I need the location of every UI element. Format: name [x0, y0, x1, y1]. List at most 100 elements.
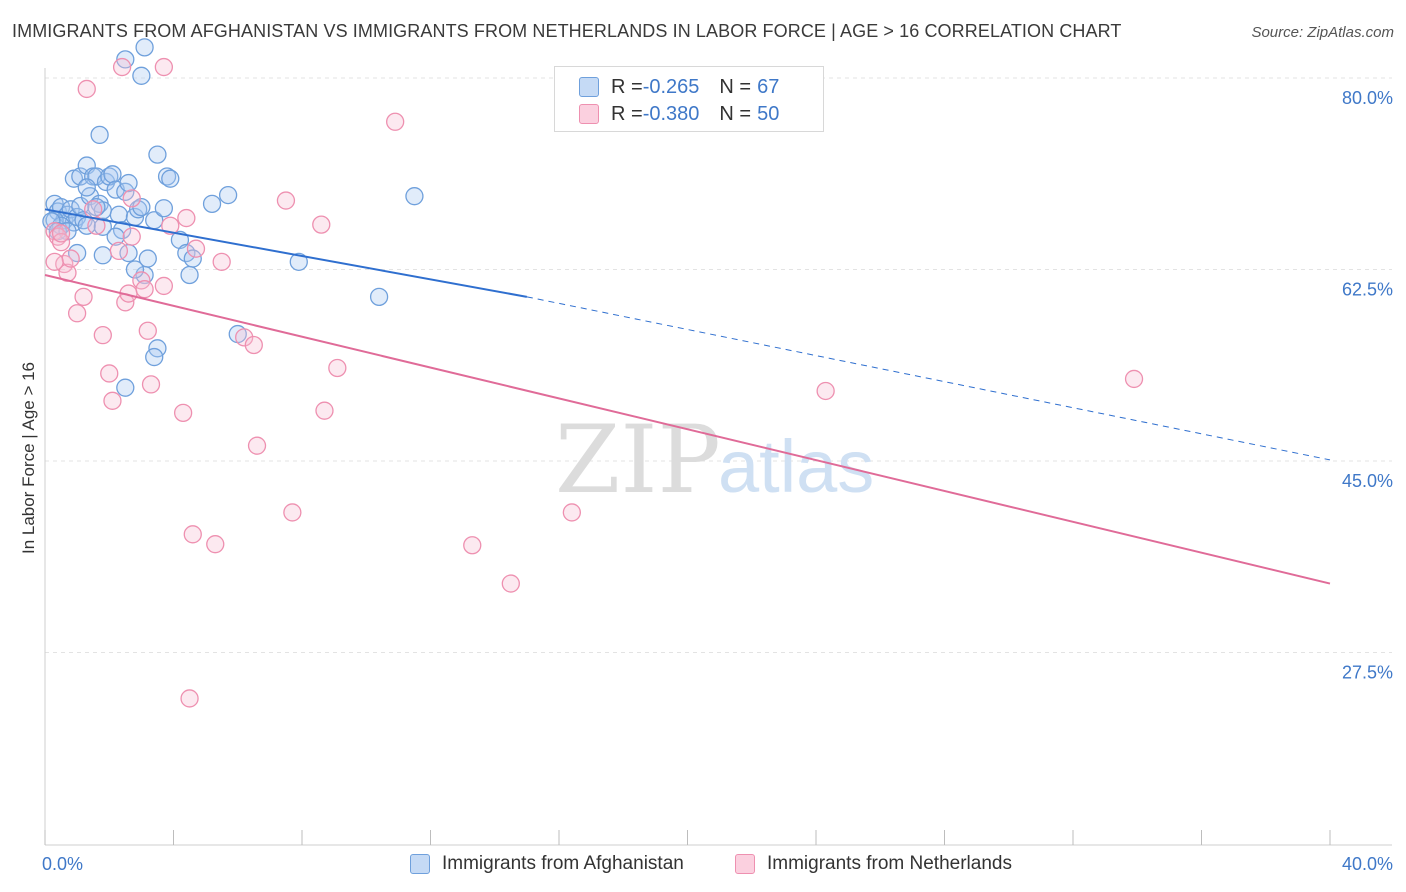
axes	[44, 68, 1392, 846]
y-tick-label: 62.5%	[1342, 280, 1393, 300]
netherlands-point	[103, 391, 122, 410]
afghanistan-trendline-extension	[526, 296, 1331, 461]
afghanistan-point	[148, 145, 167, 164]
afghanistan-point	[132, 66, 151, 85]
afghanistan-point	[112, 220, 132, 240]
afghanistan-point	[145, 347, 164, 367]
r-value: -0.265	[642, 75, 700, 98]
x-tick-label: 40.0%	[1342, 854, 1393, 874]
netherlands-point	[177, 208, 196, 228]
netherlands-swatch	[735, 854, 755, 874]
series-netherlands-points	[45, 57, 1144, 708]
afghanistan-point	[93, 217, 112, 236]
afghanistan-point	[87, 197, 106, 217]
netherlands-point	[328, 358, 347, 378]
y-tick-label: 27.5%	[1342, 663, 1393, 683]
n-value: 67	[757, 75, 780, 98]
afghanistan-point	[180, 265, 199, 285]
afghanistan-point	[369, 287, 389, 307]
afghanistan-point	[289, 252, 308, 271]
netherlands-swatch	[579, 104, 599, 124]
r-label: R =	[611, 75, 643, 98]
netherlands-point	[183, 525, 202, 544]
n-value: 50	[757, 102, 780, 125]
netherlands-point	[501, 574, 520, 593]
watermark: ZIP atlas	[555, 406, 874, 515]
netherlands-point	[186, 239, 206, 258]
afghanistan-point	[106, 227, 125, 246]
r-label: R =	[611, 102, 643, 125]
afghanistan-swatch	[579, 77, 599, 97]
afghanistan-point	[125, 260, 145, 279]
netherlands-point	[45, 252, 64, 271]
afghanistan-point	[71, 167, 90, 186]
source-credit: Source: ZipAtlas.com	[1251, 24, 1394, 41]
afghanistan-point	[103, 165, 122, 184]
netherlands-point	[161, 216, 180, 235]
afghanistan-trendline	[44, 208, 528, 298]
netherlands-point	[312, 215, 331, 234]
netherlands-point	[206, 535, 225, 554]
correlation-legend: R = -0.265 N = 67 R = -0.380 N = 50	[554, 66, 824, 132]
bottom-legend-label: Immigrants from Afghanistan	[442, 853, 684, 874]
netherlands-point	[386, 112, 405, 131]
y-tick-label: 45.0%	[1342, 471, 1393, 491]
netherlands-point	[141, 375, 161, 394]
trendlines	[44, 208, 1331, 585]
series-afghanistan-points	[42, 38, 424, 397]
netherlands-point	[283, 503, 302, 522]
netherlands-point	[100, 364, 119, 383]
netherlands-point	[109, 241, 129, 261]
afghanistan-point	[138, 249, 157, 268]
afghanistan-point	[218, 185, 238, 205]
watermark-zip: ZIP	[555, 406, 721, 515]
netherlands-point	[135, 280, 154, 299]
netherlands-point	[154, 276, 174, 296]
afghanistan-point	[129, 200, 148, 219]
afghanistan-point	[116, 378, 135, 397]
netherlands-point	[93, 326, 112, 345]
bottom-legend-afghanistan: Immigrants from Afghanistan	[410, 851, 684, 877]
afghanistan-point	[42, 212, 61, 231]
chart-title: IMMIGRANTS FROM AFGHANISTAN VS IMMIGRANT…	[12, 21, 1122, 41]
netherlands-point	[212, 252, 231, 271]
y-axis-label: In Labor Force | Age > 16	[19, 362, 38, 554]
netherlands-point	[51, 224, 71, 243]
netherlands-point	[67, 304, 87, 323]
afghanistan-point	[90, 125, 109, 145]
netherlands-point	[122, 227, 141, 246]
netherlands-point	[74, 287, 93, 307]
r-value: -0.380	[642, 102, 700, 125]
y-tick-labels: 27.5% 45.0% 62.5% 80.0%	[1342, 88, 1393, 683]
bottom-legend-netherlands: Immigrants from Netherlands	[735, 851, 1012, 877]
netherlands-point	[122, 189, 141, 208]
afghanistan-point	[183, 249, 202, 268]
netherlands-point	[48, 227, 67, 246]
afghanistan-point	[161, 169, 180, 188]
watermark-atlas: atlas	[718, 425, 874, 508]
n-label: N =	[719, 75, 752, 98]
x-tick-label: 0.0%	[42, 854, 83, 874]
legend-row-afghanistan: R = -0.265 N = 67	[579, 73, 779, 101]
netherlands-point	[562, 503, 581, 522]
netherlands-point	[276, 191, 296, 210]
x-tick-labels: 0.0% 40.0%	[42, 854, 1393, 874]
afghanistan-point	[405, 187, 424, 206]
netherlands-point	[247, 436, 267, 455]
netherlands-point	[84, 200, 103, 219]
netherlands-point	[816, 381, 835, 401]
netherlands-point	[61, 249, 80, 268]
afghanistan-point	[202, 194, 222, 213]
afghanistan-point	[157, 167, 177, 186]
afghanistan-point	[119, 173, 138, 193]
netherlands-point	[235, 328, 254, 347]
netherlands-point	[244, 335, 263, 355]
netherlands-point	[180, 689, 199, 708]
netherlands-point	[463, 536, 482, 555]
netherlands-point	[138, 321, 157, 340]
netherlands-point	[77, 79, 96, 99]
netherlands-point	[87, 216, 106, 235]
bottom-legend-label: Immigrants from Netherlands	[767, 853, 1012, 874]
netherlands-trendline	[44, 273, 1331, 585]
gridlines	[45, 77, 1392, 653]
